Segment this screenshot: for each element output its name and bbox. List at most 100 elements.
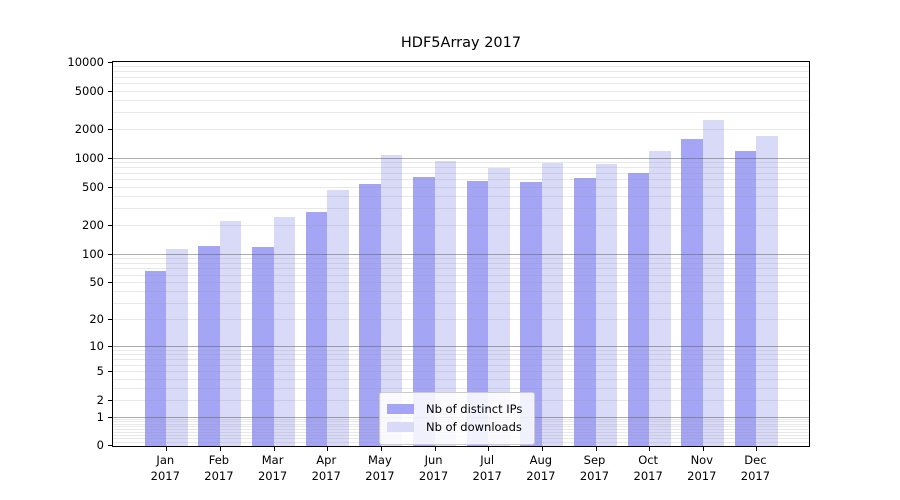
gridline-minor (113, 196, 809, 198)
gridline-minor (113, 208, 809, 210)
gridline-minor (113, 262, 809, 264)
x-tickmark (327, 447, 329, 451)
y-tickmark (108, 282, 112, 284)
x-tick-month: Jun (424, 453, 443, 467)
y-tick-label: 200 (82, 217, 104, 232)
legend-swatch-distinct-ips (387, 404, 414, 414)
y-tickmark (108, 224, 112, 226)
bar-distinct-ips-nov (681, 138, 703, 446)
y-tickmark (108, 186, 112, 188)
y-tick-label: 10000 (67, 55, 104, 69)
x-tick-month: Oct (638, 453, 659, 467)
y-tickmark (108, 62, 112, 63)
plot-area: Nb of distinct IPs Nb of downloads (108, 61, 810, 451)
gridline-minor (113, 350, 809, 351)
x-tick-month: Jan (156, 453, 175, 467)
gridline-major (113, 157, 809, 159)
bar-distinct-ips-jul (466, 181, 489, 446)
bar-downloads-sep (595, 163, 617, 446)
y-tick-label: 0 (96, 438, 104, 452)
gridline-minor (113, 90, 809, 92)
x-tick-year: 2017 (418, 468, 449, 483)
y-tickmark (108, 319, 112, 321)
x-tick-year: 2017 (257, 468, 288, 483)
x-tick-label-nov: Nov 2017 (672, 453, 732, 484)
y-tick-label: 1 (96, 410, 104, 425)
x-tick-label-may: May 2017 (350, 453, 410, 484)
bar-distinct-ips-dec (734, 150, 757, 446)
bar-distinct-ips-jan (144, 270, 167, 446)
x-tickmark (434, 447, 436, 451)
gridline-minor (113, 291, 809, 293)
gridline-minor (113, 112, 809, 114)
chart-title: HDF5Array 2017 (400, 35, 522, 51)
bar-distinct-ips-jun (413, 177, 435, 446)
gridline-major (113, 346, 809, 348)
gridline-minor (113, 224, 809, 226)
legend-entry-downloads: Nb of downloads (387, 419, 522, 435)
gridline-minor (113, 100, 809, 102)
x-tickmark (166, 447, 168, 451)
x-tickmark (273, 447, 275, 451)
y-tick-label: 2 (96, 393, 104, 408)
x-tick-month: Dec (744, 453, 767, 467)
gridline-minor (113, 172, 809, 174)
gridline-minor (113, 302, 809, 304)
x-tickmark (595, 447, 597, 451)
x-tick-year: 2017 (150, 468, 180, 483)
y-tick-label: 50 (89, 275, 104, 290)
x-tick-label-dec: Dec 2017 (725, 453, 785, 484)
x-tickmark (541, 447, 543, 451)
y-tickmark (108, 129, 112, 131)
bar-downloads-jan (166, 248, 188, 446)
x-tick-year: 2017 (687, 468, 717, 483)
x-tick-year: 2017 (740, 468, 771, 483)
y-tickmark (108, 346, 112, 348)
gridline-major (113, 253, 809, 255)
y-tick-label: 100 (82, 246, 104, 261)
gridline-minor (113, 179, 809, 181)
x-tick-label-mar: Mar 2017 (243, 453, 303, 484)
x-tickmark (219, 447, 221, 451)
gridline-minor (113, 162, 809, 164)
bar-downloads-feb (219, 221, 242, 446)
x-tick-label-sep: Sep 2017 (565, 453, 625, 484)
bar-distinct-ips-apr (305, 211, 328, 446)
x-tick-label-jan: Jan 2017 (135, 453, 195, 484)
legend-label-distinct-ips: Nb of distinct IPs (426, 402, 523, 416)
gridline-minor (113, 186, 809, 188)
bar-downloads-apr (327, 189, 349, 446)
gridline-minor (113, 66, 809, 68)
y-tick-label: 2000 (74, 122, 104, 137)
gridline-minor (113, 282, 809, 284)
bar-distinct-ips-oct (627, 172, 650, 446)
bar-distinct-ips-sep (574, 177, 596, 446)
x-tick-month: Feb (208, 453, 230, 467)
x-tickmark (649, 447, 651, 451)
bar-downloads-jun (434, 160, 457, 446)
legend-label-downloads: Nb of downloads (426, 420, 522, 434)
y-tickmark (108, 417, 112, 419)
x-tick-year: 2017 (579, 468, 610, 483)
gridline-minor (113, 129, 809, 131)
x-tickmark (380, 447, 382, 451)
x-tick-month: Aug (529, 453, 553, 467)
gridline-minor (113, 378, 809, 380)
bar-downloads-mar (273, 216, 296, 446)
x-tickmark (756, 447, 758, 451)
gridline-minor (113, 388, 809, 390)
bar-downloads-aug (541, 162, 564, 446)
legend-entry-distinct-ips: Nb of distinct IPs (387, 401, 522, 417)
y-tickmark (108, 400, 112, 402)
bar-downloads-may (380, 154, 403, 446)
x-tick-year: 2017 (526, 468, 556, 483)
x-tickmark (702, 447, 704, 451)
bar-distinct-ips-may (359, 184, 381, 446)
x-tick-month: Sep (583, 453, 606, 467)
gridline-minor (113, 257, 809, 259)
y-tickmark (108, 90, 112, 92)
x-tick-label-jun: Jun 2017 (404, 453, 464, 484)
y-tick-label: 500 (82, 179, 104, 194)
x-tick-label-apr: Apr 2017 (296, 453, 356, 484)
x-tick-year: 2017 (365, 468, 395, 483)
